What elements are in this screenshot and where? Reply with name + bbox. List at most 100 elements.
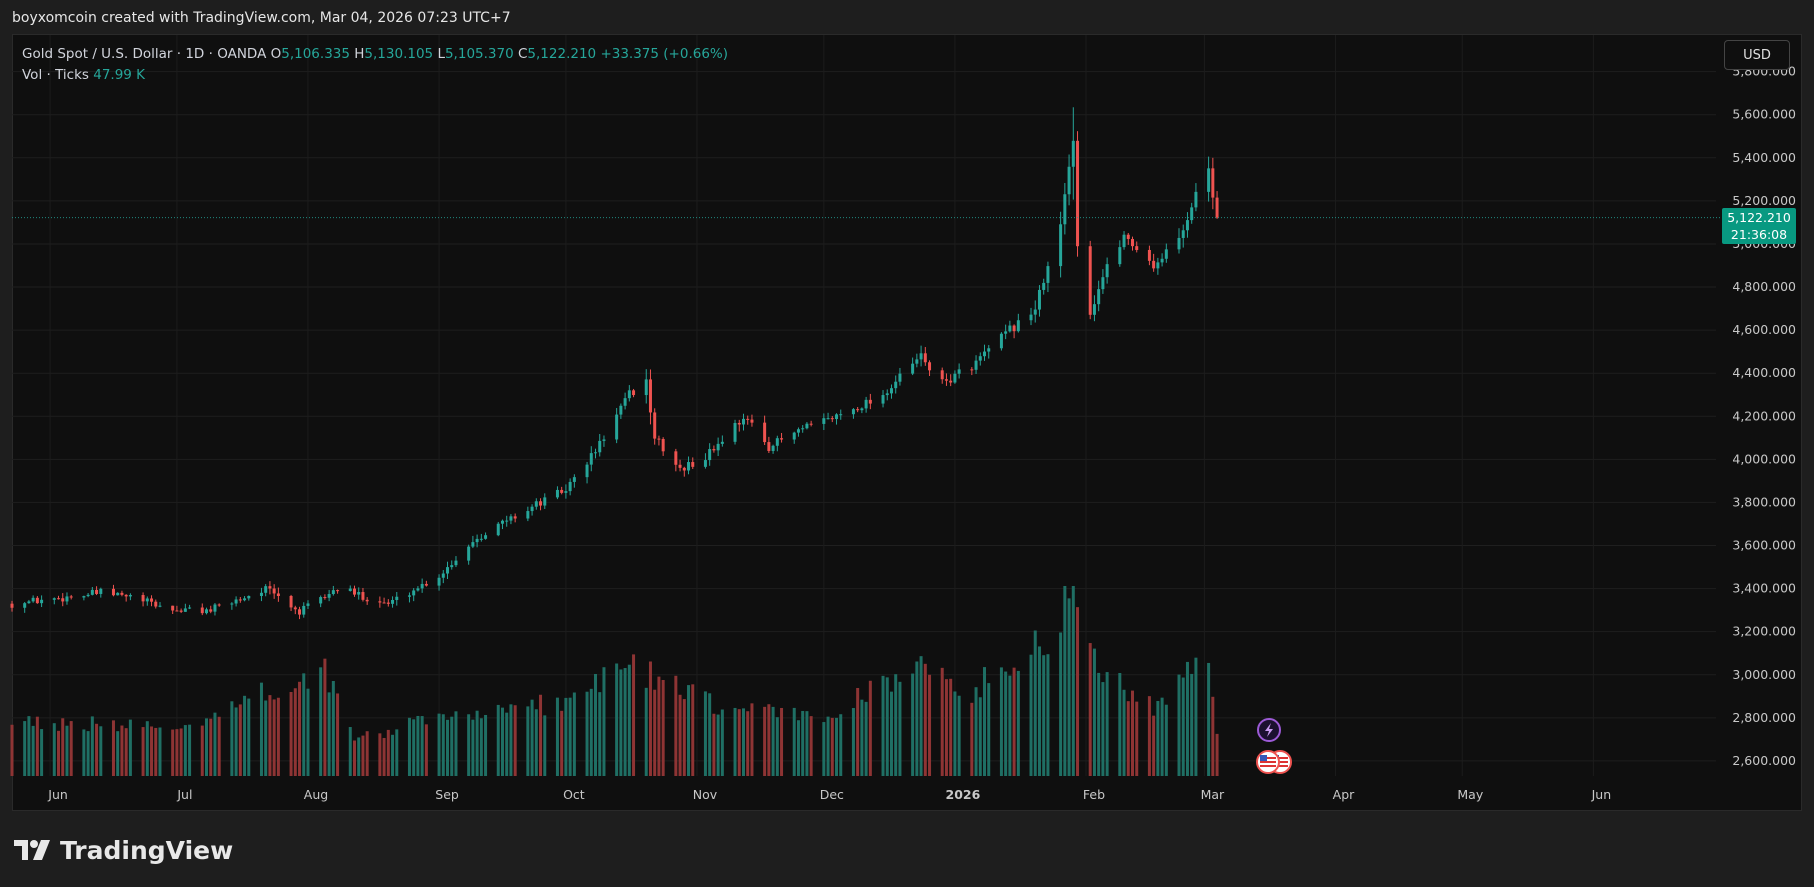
candle-body xyxy=(568,481,572,492)
volume-bar xyxy=(1194,657,1198,776)
candle-body xyxy=(412,590,416,596)
volume-bar xyxy=(1071,586,1075,776)
volume-bar xyxy=(289,691,293,776)
us-flag-event-icon[interactable] xyxy=(1256,750,1280,774)
time-tick-label: Sep xyxy=(435,787,459,802)
candle-body xyxy=(1016,320,1020,332)
price-tick-label: 3,400.000 xyxy=(1732,581,1796,596)
candle-body xyxy=(352,588,356,595)
candle-body xyxy=(69,596,73,598)
candle-body xyxy=(90,589,94,595)
candle-body xyxy=(1046,266,1050,283)
volume-bar xyxy=(674,675,678,776)
price-tick-label: 5,200.000 xyxy=(1732,193,1796,208)
candle-body xyxy=(111,588,115,596)
candle-body xyxy=(1097,289,1101,305)
candle-body xyxy=(154,601,158,607)
volume-bar xyxy=(395,729,399,776)
price-tick-label: 4,400.000 xyxy=(1732,365,1796,380)
candle-body xyxy=(1147,249,1151,261)
time-axis[interactable]: Jun Jul Aug Sep Oct Nov Dec 2026 Feb Mar Apr May Jun xyxy=(47,787,1611,802)
currency-button[interactable]: USD xyxy=(1724,40,1790,70)
candle-body xyxy=(82,596,86,598)
candle-body xyxy=(712,449,716,451)
close-value: 5,122.210 xyxy=(527,46,597,62)
candle-body xyxy=(1012,325,1016,332)
volume-bar xyxy=(598,692,602,776)
volume-bar xyxy=(1105,672,1109,776)
candle-body xyxy=(1071,140,1075,167)
volume-bar xyxy=(95,723,99,776)
volume-bar xyxy=(40,729,44,776)
volume-bar xyxy=(128,719,132,776)
volume-bar xyxy=(357,737,361,776)
last-price-value: 5,122.210 xyxy=(1727,209,1791,225)
volume-bar xyxy=(293,688,297,776)
candle-body xyxy=(230,603,234,605)
chart-legend: Gold Spot / U.S. Dollar · 1D · OANDA O5,… xyxy=(22,44,728,86)
volume-bar xyxy=(644,687,648,776)
candle-body xyxy=(1156,262,1160,269)
volume-bar xyxy=(183,725,187,776)
time-tick-label: Jun xyxy=(47,787,68,802)
candle-body xyxy=(238,599,242,601)
volume-bar xyxy=(1177,674,1181,776)
candle-body xyxy=(99,588,103,594)
candle-body xyxy=(243,598,247,601)
tradingview-brand[interactable]: TradingView xyxy=(14,832,233,868)
candle-body xyxy=(1160,258,1164,263)
volume-bar xyxy=(1118,673,1122,776)
volume-bar xyxy=(99,726,103,776)
time-tick-label: Oct xyxy=(563,787,585,802)
lightning-event-icon[interactable] xyxy=(1257,718,1281,742)
candle-body xyxy=(560,489,564,493)
candle-body xyxy=(619,405,623,415)
volume-bar xyxy=(150,726,154,776)
candle-body xyxy=(868,399,872,404)
candle-body xyxy=(420,583,424,589)
volume-bar xyxy=(336,693,340,776)
candle-body xyxy=(737,422,741,425)
candle-body xyxy=(298,609,302,615)
candle-body xyxy=(357,592,361,595)
candle-body xyxy=(1135,246,1139,250)
price-tick-label: 2,800.000 xyxy=(1732,710,1796,725)
volume-bar xyxy=(420,716,424,776)
high-value: 5,130.105 xyxy=(364,46,434,62)
last-price-tag: 5,122.210 21:36:08 xyxy=(1722,207,1796,244)
volume-bar xyxy=(534,709,538,776)
price-axis[interactable]: 2,600.000 2,800.000 3,000.000 3,200.000 3,40… xyxy=(1732,64,1796,768)
volume-bar xyxy=(987,683,991,776)
volume-label[interactable]: Vol · Ticks xyxy=(22,67,89,83)
candle-body xyxy=(771,445,775,451)
symbol-name[interactable]: Gold Spot / U.S. Dollar · 1D · OANDA xyxy=(22,46,267,62)
volume-bar xyxy=(306,688,310,776)
candle-body xyxy=(1122,234,1126,248)
candle-body xyxy=(479,538,483,540)
volume-value: 47.99 K xyxy=(93,67,146,83)
candle-body xyxy=(171,605,175,611)
candle-body xyxy=(40,599,44,604)
volume-bar xyxy=(750,703,754,776)
volume-bar xyxy=(1008,675,1012,776)
candle-body xyxy=(708,449,712,461)
volume-bar xyxy=(496,704,500,776)
candle-body xyxy=(949,380,953,383)
volume-bar xyxy=(1046,654,1050,776)
candle-body xyxy=(1126,234,1130,239)
volume-bar xyxy=(881,675,885,776)
volume-bar xyxy=(386,729,390,776)
time-tick-label: Nov xyxy=(693,787,718,802)
candle-body xyxy=(323,597,327,599)
volume-bar xyxy=(632,654,636,776)
candle-body xyxy=(881,395,885,404)
volume-bar xyxy=(851,708,855,776)
volume-bars xyxy=(10,586,1219,776)
volume-bar xyxy=(1004,671,1008,776)
chart-area[interactable] xyxy=(12,34,1802,811)
volume-bar xyxy=(268,695,272,776)
candle-body xyxy=(1215,197,1219,218)
candle-body xyxy=(391,599,395,604)
volume-bar xyxy=(568,697,572,776)
